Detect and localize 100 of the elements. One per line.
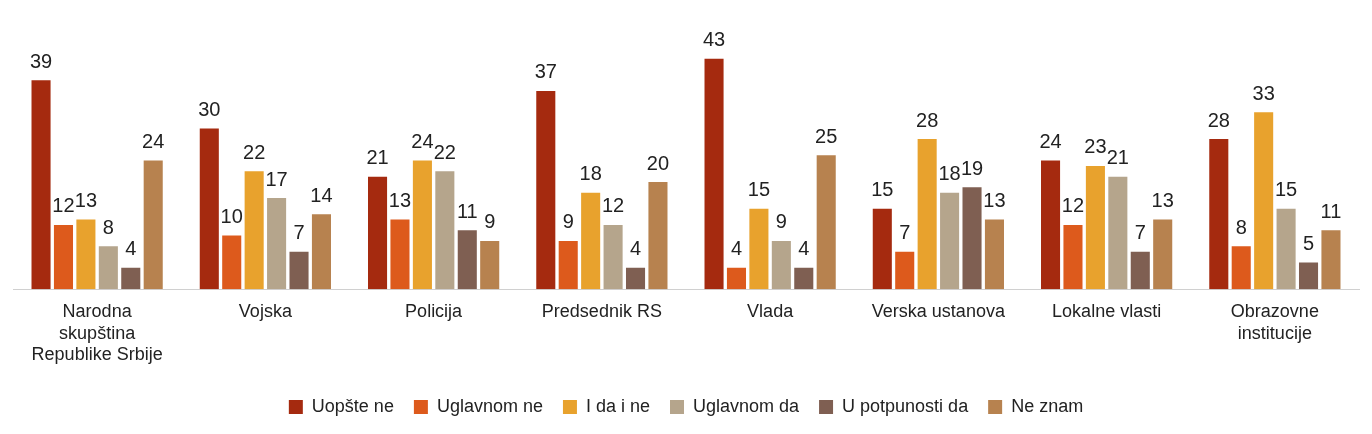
bar (311, 214, 331, 290)
legend-label: Uglavnom da (692, 395, 801, 416)
bar (984, 219, 1004, 290)
bar (1231, 246, 1251, 290)
bar (1041, 160, 1061, 290)
bar (1130, 251, 1150, 290)
data-label: 12 (601, 194, 625, 217)
data-label: 28 (916, 108, 939, 131)
bar (625, 267, 646, 290)
bar (368, 176, 388, 290)
data-label: 7 (1134, 221, 1146, 244)
legend-label: Uopšte ne (311, 395, 394, 416)
bar (121, 267, 141, 290)
bar (1298, 262, 1319, 290)
data-label: 21 (1106, 146, 1129, 169)
data-label: 22 (433, 140, 456, 163)
data-label: 39 (29, 49, 53, 72)
bar (390, 219, 410, 290)
x-tick-label: Vlada (747, 300, 795, 321)
data-label: 25 (815, 124, 838, 147)
data-label: 8 (1235, 215, 1247, 238)
data-label: 13 (74, 189, 98, 212)
data-label: 18 (938, 162, 961, 185)
bar (222, 235, 242, 290)
x-tick-label: Vojska (238, 300, 293, 321)
legend-label: U potpunosti da (842, 395, 970, 416)
x-tick-label: Policija (405, 300, 464, 321)
bar (581, 192, 601, 290)
bar (480, 240, 500, 290)
bar (244, 171, 264, 290)
bar (749, 208, 769, 290)
data-label: 14 (310, 183, 333, 206)
data-label: 33 (1252, 81, 1275, 104)
bar (816, 155, 836, 290)
bar (726, 267, 747, 290)
legend-label: Uglavnom ne (436, 395, 543, 416)
bar (558, 240, 578, 290)
data-label: 10 (220, 205, 243, 228)
data-label: 13 (1151, 189, 1174, 212)
bar (895, 251, 915, 290)
data-label: 24 (1039, 130, 1062, 153)
bar (412, 160, 432, 290)
data-label: 24 (411, 130, 434, 153)
data-label: 13 (388, 189, 412, 212)
bar (1108, 176, 1128, 290)
data-label: 43 (702, 28, 726, 51)
bar (98, 246, 118, 290)
x-tick-label: Lokalne vlasti (1052, 300, 1162, 321)
bar (1085, 165, 1105, 290)
data-label: 15 (1274, 178, 1298, 201)
bar (1063, 224, 1083, 290)
data-label: 19 (960, 156, 984, 179)
data-label: 22 (243, 140, 266, 163)
bar (457, 230, 477, 290)
bar (1209, 139, 1229, 290)
data-label: 37 (534, 60, 557, 83)
bar (267, 198, 287, 290)
bar (1254, 112, 1274, 290)
x-tick-label: Obrazovne institucije (1230, 300, 1319, 343)
bar (917, 139, 937, 290)
bar (143, 160, 163, 290)
data-label: 15 (747, 178, 771, 201)
bar (704, 58, 724, 290)
bar (771, 240, 791, 290)
bar (31, 80, 51, 290)
data-label: 7 (293, 221, 305, 244)
data-label: 4 (125, 237, 137, 260)
bar (603, 224, 623, 290)
x-tick-label: Predsednik RS (541, 300, 662, 321)
data-label: 9 (484, 210, 496, 233)
data-label: 4 (798, 237, 810, 260)
bar (199, 128, 219, 290)
bar (1321, 230, 1341, 290)
bar (289, 251, 309, 290)
bar (435, 171, 455, 290)
bar (1153, 219, 1173, 290)
data-label: 12 (52, 194, 75, 217)
data-label: 24 (142, 130, 165, 153)
data-label: 8 (102, 215, 114, 238)
bar (1276, 208, 1296, 290)
data-label: 20 (646, 151, 670, 174)
bar (962, 187, 982, 290)
legend-label: Ne znam (1011, 395, 1084, 416)
legend-label: I da i ne (585, 395, 650, 416)
data-label: 17 (265, 167, 288, 190)
x-tick-label: Verska ustanova (871, 300, 1006, 321)
data-label: 15 (871, 178, 894, 201)
data-label: 9 (775, 210, 787, 233)
bar (648, 182, 668, 290)
data-label: 21 (366, 146, 389, 169)
bar (872, 208, 892, 290)
bar (940, 192, 960, 290)
x-tick-label: Narodna skupština Republike Srbije (31, 300, 163, 365)
data-label: 28 (1207, 108, 1230, 131)
data-label: 11 (456, 199, 478, 222)
data-label: 4 (730, 237, 743, 260)
data-label: 5 (1302, 231, 1315, 254)
data-label: 23 (1084, 135, 1107, 158)
data-label: 7 (899, 221, 911, 244)
data-label: 12 (1061, 194, 1085, 217)
